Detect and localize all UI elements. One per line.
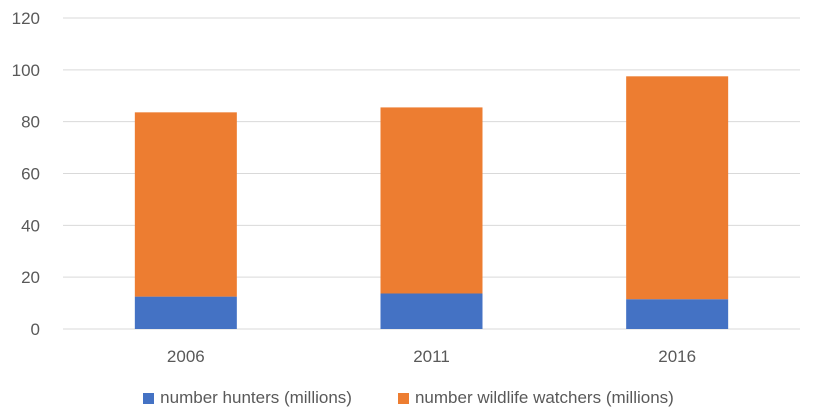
stacked-bar-chart: 0 20 40 60 80 100 120 2006 2011 2016	[12, 9, 800, 366]
legend: number hunters (millions) number wildlif…	[0, 388, 817, 408]
x-axis-tick-labels: 2006 2011 2016	[167, 347, 696, 366]
y-tick-label-40: 40	[21, 216, 40, 235]
bar-2006-series-1	[134, 112, 237, 297]
y-tick-label-0: 0	[31, 320, 40, 339]
bar-2006-series-0	[134, 296, 237, 329]
bar-2011-series-0	[380, 293, 483, 329]
y-axis-tick-labels: 0 20 40 60 80 100 120	[12, 9, 40, 339]
legend-label-watchers: number wildlife watchers (millions)	[414, 388, 674, 407]
y-tick-label-120: 120	[12, 9, 40, 28]
legend-label-hunters: number hunters (millions)	[160, 388, 352, 407]
legend-swatch-watchers	[397, 392, 409, 404]
legend-item-watchers: number wildlife watchers (millions)	[397, 388, 674, 408]
legend-item-hunters: number hunters (millions)	[143, 388, 352, 408]
y-tick-label-20: 20	[21, 268, 40, 287]
x-tick-label-2011: 2011	[413, 347, 450, 366]
y-tick-label-80: 80	[21, 113, 40, 132]
x-tick-label-2016: 2016	[658, 347, 696, 366]
legend-swatch-hunters	[143, 392, 155, 404]
x-tick-label-2006: 2006	[167, 347, 205, 366]
bar-2011-series-1	[380, 107, 483, 294]
y-tick-label-100: 100	[12, 61, 40, 80]
bar-2016-series-0	[626, 299, 729, 329]
bar-2016-series-1	[626, 76, 729, 300]
bar-stacks	[134, 76, 729, 329]
y-tick-label-60: 60	[21, 165, 40, 184]
